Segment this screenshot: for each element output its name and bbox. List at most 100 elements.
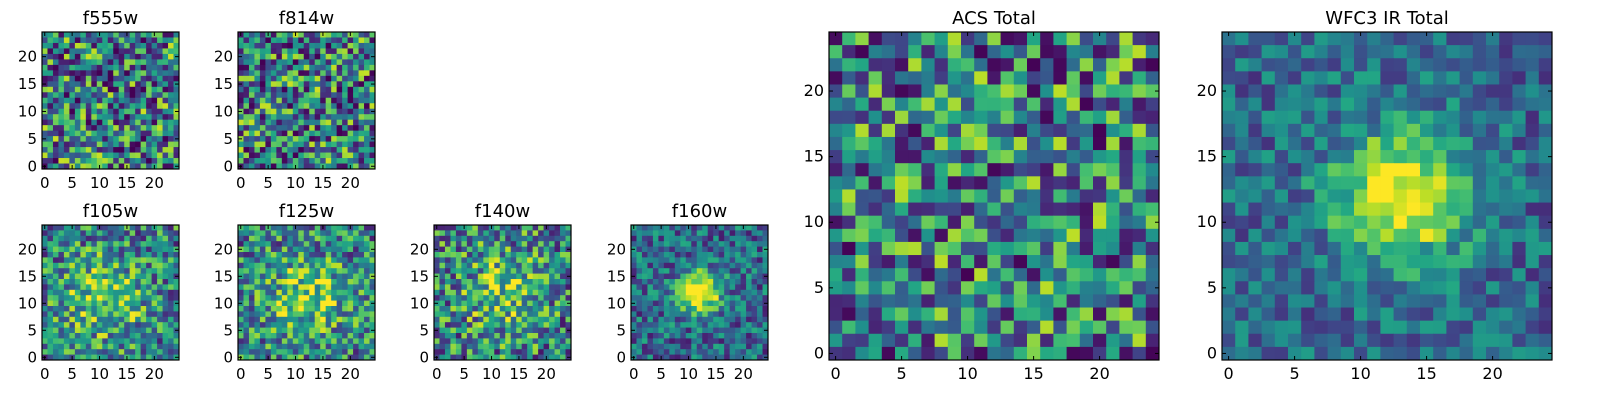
heatmap-cell (168, 53, 174, 60)
heatmap-cell (560, 300, 566, 307)
heatmap-cell (85, 338, 92, 345)
heatmap-cell (691, 306, 698, 312)
heatmap-cell (124, 158, 131, 164)
heatmap-cell (483, 241, 490, 247)
heatmap-cell (63, 70, 70, 77)
heatmap-cell (881, 71, 896, 85)
heatmap-cell (358, 81, 365, 88)
heatmap-cell (762, 284, 769, 291)
heatmap-cell (102, 295, 109, 301)
heatmap-cell (647, 327, 654, 334)
heatmap-cell (477, 311, 484, 318)
heatmap-cell (342, 48, 348, 55)
heatmap-cell (91, 246, 98, 253)
heatmap-cell (113, 354, 120, 361)
heatmap-cell (254, 75, 261, 82)
heatmap-cell (1512, 84, 1526, 98)
heatmap-cell (740, 284, 747, 291)
heatmap-cell (1013, 241, 1028, 256)
heatmap-cell (538, 262, 544, 269)
heatmap-cell (1000, 84, 1015, 98)
heatmap-cell (74, 295, 81, 301)
heatmap-cell (855, 189, 869, 203)
heatmap-cell (908, 241, 922, 256)
heatmap-cell (1446, 84, 1460, 98)
heatmap-cell (358, 246, 365, 253)
heatmap-cell (151, 300, 158, 307)
heatmap-cell (320, 92, 327, 99)
heatmap-cell (369, 92, 376, 99)
heatmap-cell (1235, 84, 1249, 98)
heatmap-cell (669, 246, 676, 253)
heatmap-cell (868, 150, 883, 164)
heatmap-cell (320, 333, 327, 339)
heatmap-cell (488, 311, 495, 318)
heatmap-cell (347, 300, 354, 307)
heatmap-cell (118, 262, 125, 269)
heatmap-cell (1119, 97, 1133, 112)
heatmap-cell (146, 230, 152, 237)
heatmap-cell (521, 327, 528, 334)
heatmap-cell (652, 284, 659, 291)
heatmap-cell (538, 327, 544, 334)
heatmap-cell (369, 32, 376, 38)
heatmap-cell (494, 225, 501, 231)
heatmap-cell (52, 81, 59, 88)
heatmap-cell (1106, 307, 1120, 322)
heatmap-cell (96, 141, 103, 148)
heatmap-cell (696, 262, 703, 269)
heatmap-cell (118, 92, 125, 99)
heatmap-cell (140, 246, 147, 253)
heatmap-cell (466, 316, 473, 323)
heatmap-cell (309, 354, 316, 361)
heatmap-cell (364, 306, 370, 312)
heatmap-cell (85, 108, 92, 115)
heatmap-cell (565, 284, 572, 291)
heatmap-cell (151, 97, 158, 104)
heatmap-cells (238, 225, 376, 361)
heatmap-cell (85, 284, 92, 291)
heatmap-cell (702, 268, 709, 274)
heatmap-cell (455, 252, 462, 258)
heatmap-cell (364, 279, 370, 285)
heatmap-cell (565, 311, 572, 318)
heatmap-cell (751, 279, 758, 285)
heatmap-cell (908, 71, 922, 85)
heatmap-cell (680, 257, 687, 264)
heatmap-cell (868, 32, 883, 46)
heatmap-cell (691, 322, 698, 328)
heatmap-cell (762, 316, 769, 323)
heatmap-cell (1027, 110, 1041, 125)
heatmap-cell (636, 306, 643, 312)
heatmap-cell (325, 273, 332, 280)
heatmap-cell (543, 257, 550, 264)
heatmap-cell (151, 81, 158, 88)
heatmap-cell (444, 300, 451, 307)
heatmap-cell (1538, 45, 1553, 59)
heatmap-cell (499, 349, 506, 355)
heatmap-cell (713, 322, 720, 328)
heatmap-cell (331, 158, 338, 164)
heatmap-cell (488, 284, 495, 291)
heatmap-cell (292, 300, 299, 307)
heatmap-cell (560, 225, 566, 231)
heatmap-cell (702, 262, 709, 269)
heatmap-cell (303, 75, 310, 82)
heatmap-cell (680, 322, 687, 328)
heatmap-cell (63, 108, 70, 115)
heatmap-cell (63, 152, 70, 159)
heatmap-cell (494, 354, 501, 361)
heatmap-cell (696, 338, 703, 345)
heatmap-cell (1132, 123, 1147, 138)
heatmap-cell (532, 246, 539, 253)
heatmap-cell (1274, 84, 1289, 98)
heatmap-cell (146, 327, 152, 334)
heatmap-cell (868, 294, 883, 308)
heatmap-cell (42, 268, 48, 274)
heatmap-cell (135, 59, 142, 66)
heatmap-cell (1446, 136, 1460, 151)
heatmap-cell (521, 279, 528, 285)
heatmap-cell (238, 343, 244, 350)
heatmap-cell (663, 349, 670, 355)
heatmap-cell (320, 316, 327, 323)
